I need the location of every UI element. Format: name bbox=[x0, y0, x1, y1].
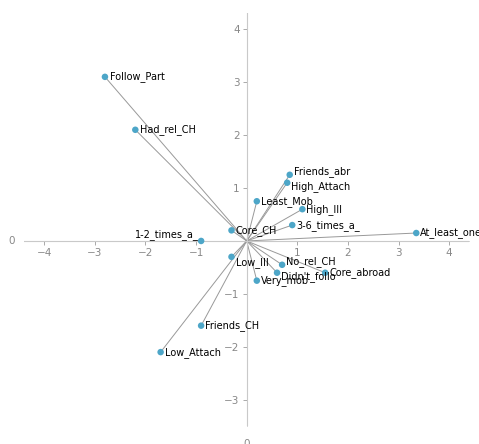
Text: No_rel_CH: No_rel_CH bbox=[286, 256, 336, 266]
Point bbox=[101, 73, 109, 80]
Point bbox=[321, 269, 329, 276]
Text: 0: 0 bbox=[9, 236, 15, 246]
Point bbox=[228, 227, 235, 234]
Point bbox=[288, 222, 296, 229]
Text: Follow_Part: Follow_Part bbox=[110, 71, 165, 82]
Text: Didn't_follo: Didn't_follo bbox=[281, 271, 336, 282]
Point bbox=[273, 269, 281, 276]
Text: 0: 0 bbox=[243, 439, 250, 444]
Text: 3-6_times_a_: 3-6_times_a_ bbox=[297, 220, 360, 230]
Point bbox=[298, 206, 306, 213]
Point bbox=[253, 277, 261, 284]
Text: Friends_abr: Friends_abr bbox=[294, 166, 350, 177]
Text: Friends_CH: Friends_CH bbox=[205, 320, 259, 331]
Text: Core_CH: Core_CH bbox=[236, 225, 277, 236]
Text: Low_III: Low_III bbox=[236, 257, 268, 268]
Text: Low_Attach: Low_Attach bbox=[165, 347, 221, 357]
Text: 1-2_times_a_: 1-2_times_a_ bbox=[135, 229, 199, 240]
Text: Core_abroad: Core_abroad bbox=[329, 267, 390, 278]
Text: Had_rel_CH: Had_rel_CH bbox=[140, 124, 196, 135]
Point bbox=[286, 171, 294, 178]
Text: At_least_one: At_least_one bbox=[420, 228, 479, 238]
Point bbox=[284, 179, 291, 186]
Point bbox=[197, 238, 205, 245]
Point bbox=[412, 230, 420, 237]
Point bbox=[131, 126, 139, 133]
Point bbox=[253, 198, 261, 205]
Text: Least_Mob: Least_Mob bbox=[261, 196, 313, 207]
Point bbox=[278, 261, 286, 268]
Point bbox=[157, 349, 164, 356]
Text: High_III: High_III bbox=[307, 204, 342, 214]
Point bbox=[228, 253, 235, 260]
Text: Very_mob: Very_mob bbox=[261, 275, 309, 286]
Text: High_Attach: High_Attach bbox=[291, 181, 351, 192]
Point bbox=[197, 322, 205, 329]
